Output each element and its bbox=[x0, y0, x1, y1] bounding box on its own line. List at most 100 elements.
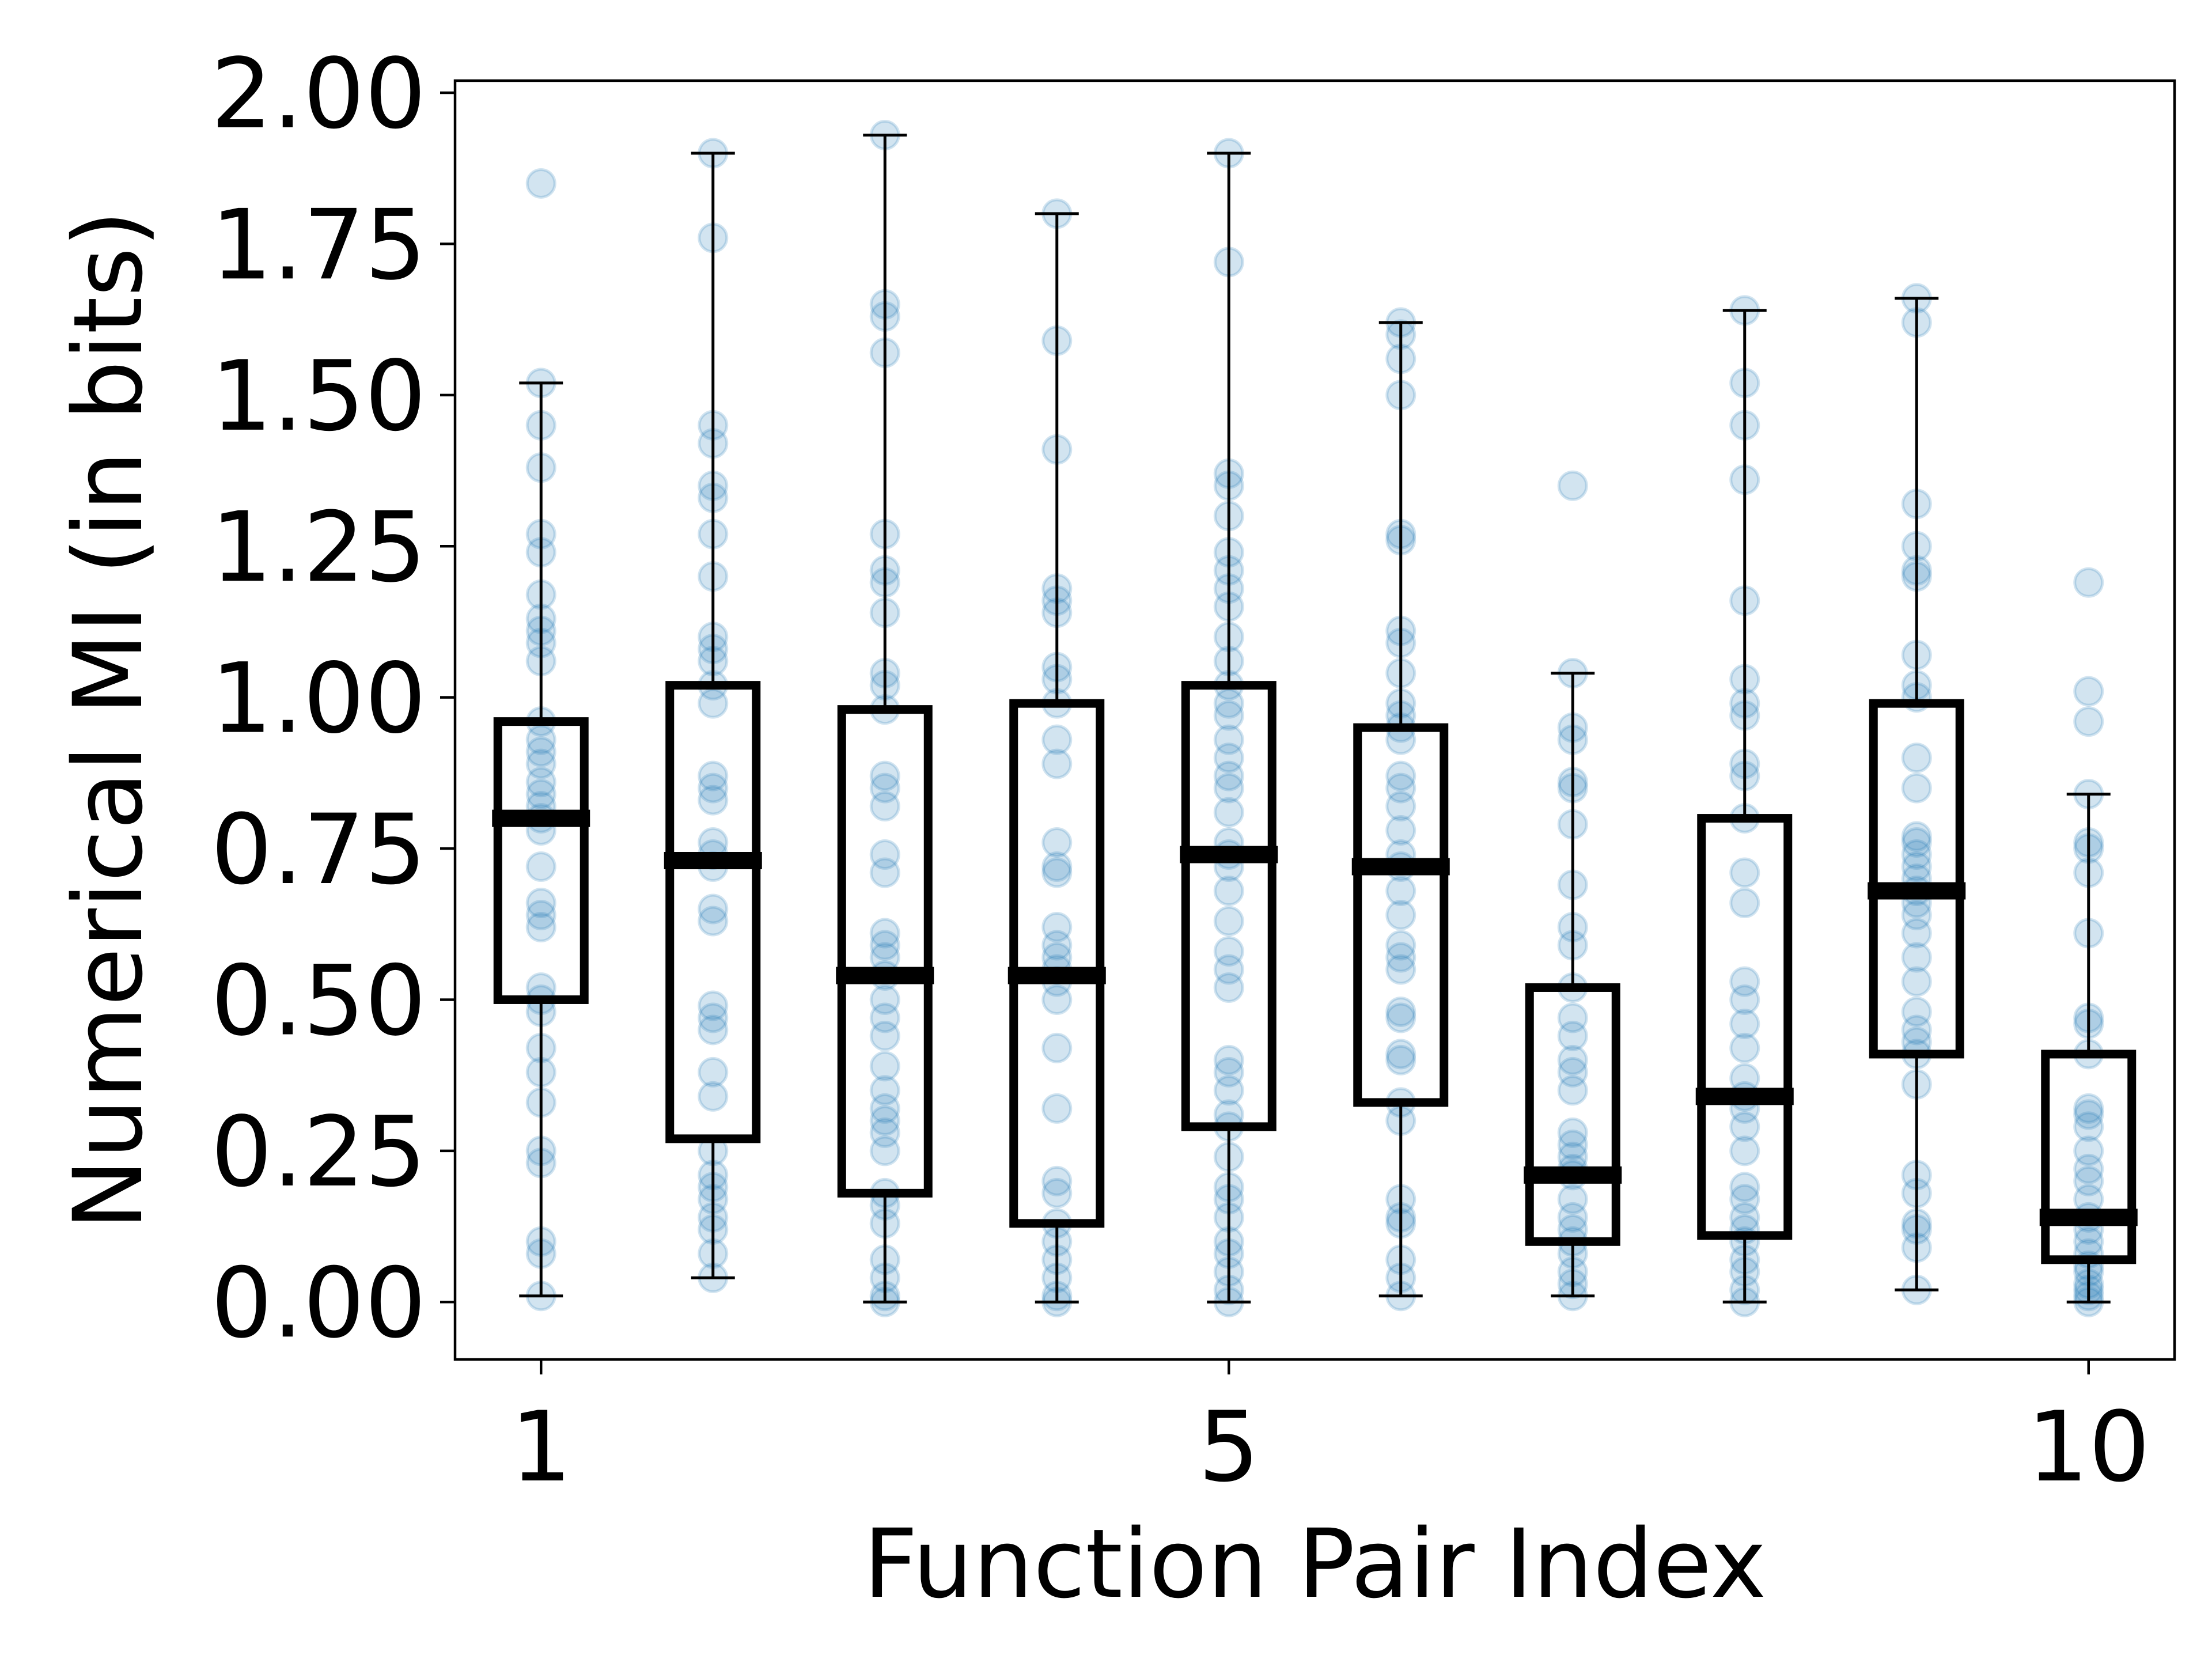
data-point bbox=[1041, 1093, 1073, 1124]
data-point bbox=[525, 767, 556, 798]
data-point bbox=[1385, 942, 1416, 973]
data-point bbox=[1901, 996, 1932, 1027]
box-iqr bbox=[1869, 699, 1964, 1059]
data-point bbox=[1729, 888, 1760, 919]
data-point bbox=[1557, 1117, 1588, 1148]
box-iqr bbox=[665, 681, 761, 1143]
data-point bbox=[1041, 984, 1073, 1015]
data-point bbox=[1213, 935, 1244, 967]
box-iqr bbox=[1353, 723, 1449, 1107]
data-point bbox=[1729, 1008, 1760, 1039]
y-tick-label: 0.25 bbox=[211, 1096, 426, 1209]
data-point bbox=[1729, 984, 1760, 1015]
data-point bbox=[1385, 930, 1416, 961]
data-point bbox=[1213, 876, 1244, 907]
data-point bbox=[869, 1002, 900, 1033]
data-point bbox=[1213, 700, 1244, 731]
data-point bbox=[1901, 821, 1932, 852]
box-iqr bbox=[1525, 983, 1620, 1246]
data-point bbox=[1213, 1075, 1244, 1106]
data-point bbox=[525, 912, 556, 943]
data-point bbox=[525, 851, 556, 882]
data-point bbox=[698, 772, 729, 804]
data-point bbox=[1041, 912, 1073, 943]
data-point bbox=[698, 990, 729, 1021]
plot-area-frame bbox=[453, 79, 2176, 1361]
data-point bbox=[869, 857, 900, 888]
data-point bbox=[1385, 772, 1416, 804]
data-point bbox=[1557, 1075, 1588, 1106]
box-iqr bbox=[1009, 699, 1105, 1228]
data-point bbox=[1729, 966, 1760, 997]
data-point bbox=[1901, 966, 1932, 997]
data-point bbox=[1557, 470, 1588, 501]
box-iqr bbox=[1697, 814, 1793, 1240]
data-point bbox=[1729, 1032, 1760, 1063]
data-point bbox=[1901, 839, 1932, 870]
data-point bbox=[698, 785, 729, 816]
data-point bbox=[698, 1002, 729, 1033]
data-point bbox=[525, 168, 556, 199]
data-point bbox=[1729, 1184, 1760, 1215]
data-point bbox=[869, 930, 900, 961]
data-point bbox=[1385, 1002, 1416, 1033]
data-point bbox=[1213, 954, 1244, 985]
data-point bbox=[1041, 851, 1073, 882]
data-point bbox=[1041, 857, 1073, 888]
box-iqr bbox=[493, 717, 589, 1004]
data-point bbox=[1213, 743, 1244, 774]
data-point bbox=[1041, 1177, 1073, 1209]
box-iqr bbox=[2041, 1050, 2137, 1264]
data-point bbox=[1557, 1129, 1588, 1160]
data-point bbox=[1729, 1135, 1760, 1166]
data-point bbox=[1385, 1039, 1416, 1070]
data-point bbox=[869, 918, 900, 949]
box-iqr bbox=[837, 705, 933, 1198]
data-point bbox=[869, 772, 900, 804]
y-tick-label: 1.00 bbox=[211, 642, 426, 755]
data-point bbox=[1901, 743, 1932, 774]
data-point bbox=[1557, 1184, 1588, 1215]
data-point bbox=[869, 1105, 900, 1136]
data-point bbox=[1901, 772, 1932, 804]
data-point bbox=[1213, 1044, 1244, 1075]
data-point bbox=[1901, 827, 1932, 858]
data-point bbox=[1557, 1202, 1588, 1233]
data-point bbox=[1901, 1014, 1932, 1046]
data-point bbox=[1901, 851, 1932, 882]
data-point bbox=[698, 906, 729, 937]
data-point bbox=[1041, 930, 1073, 961]
data-point bbox=[869, 1075, 900, 1106]
x-tick-label: 5 bbox=[1198, 1391, 1260, 1503]
data-point bbox=[869, 791, 900, 822]
data-point bbox=[2073, 706, 2104, 737]
data-point bbox=[1385, 900, 1416, 931]
data-point bbox=[2073, 1093, 2104, 1124]
data-point bbox=[525, 900, 556, 931]
data-point bbox=[1385, 1044, 1416, 1075]
y-tick-label: 0.50 bbox=[211, 944, 426, 1057]
data-point bbox=[1213, 760, 1244, 791]
data-point bbox=[1557, 1020, 1588, 1051]
data-point bbox=[525, 736, 556, 767]
data-point bbox=[1385, 996, 1416, 1027]
data-point bbox=[525, 779, 556, 810]
y-axis-label: Numerical MI (in bits) bbox=[53, 210, 164, 1230]
data-point bbox=[1213, 772, 1244, 804]
x-tick-label: 10 bbox=[2027, 1391, 2150, 1503]
data-point bbox=[2073, 1165, 2104, 1196]
x-axis-label: Function Pair Index bbox=[863, 1509, 1767, 1619]
data-point bbox=[1041, 748, 1073, 779]
data-point bbox=[1729, 1111, 1760, 1142]
y-axis-ticks: 0.00 0.25 0.50 0.75 1.00 1.25 1.50 1.75 2.00 bbox=[211, 37, 455, 1359]
data-point bbox=[698, 1014, 729, 1046]
data-point bbox=[2073, 1153, 2104, 1184]
data-point bbox=[869, 1135, 900, 1166]
data-point bbox=[1385, 954, 1416, 985]
data-point bbox=[1557, 1056, 1588, 1088]
data-point bbox=[1041, 1032, 1073, 1063]
x-tick-label: 1 bbox=[510, 1391, 572, 1503]
data-point bbox=[869, 1051, 900, 1082]
